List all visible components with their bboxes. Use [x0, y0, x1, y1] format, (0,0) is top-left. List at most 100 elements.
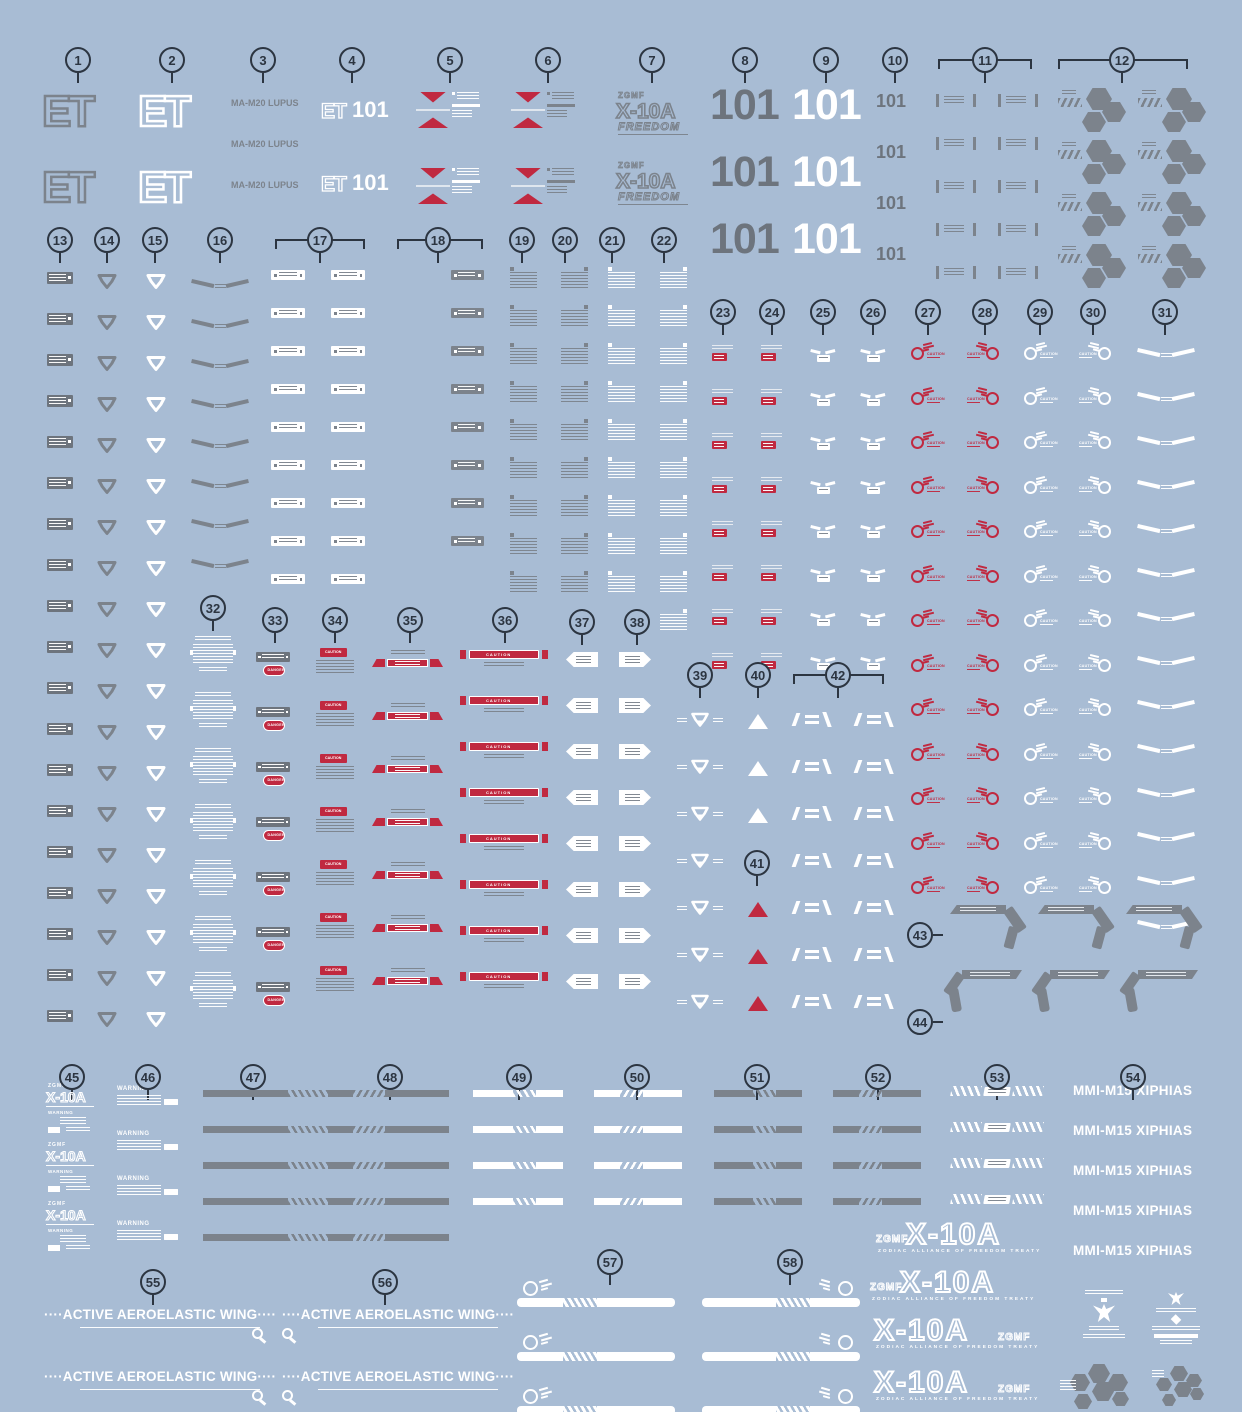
decal-stripe: [345, 1234, 449, 1241]
decal-numsmall: 101: [876, 194, 912, 214]
micro-text-lines: [660, 310, 687, 326]
micro-text-lines: [1161, 441, 1172, 447]
zaft-emblem-bottom: [418, 193, 448, 204]
wing-right: [874, 657, 886, 662]
slant-right: [884, 994, 894, 1009]
shape: [867, 950, 881, 953]
decal-mtext: MA-M20 LUPUS: [231, 140, 299, 152]
micro-text-lines: [944, 224, 964, 234]
micro-text-lines: [46, 1106, 94, 1109]
group-1-number-marker: 1: [65, 47, 91, 73]
caution-ring: [1098, 480, 1111, 494]
micro-text-lines: [927, 891, 940, 894]
marker-stem: [351, 73, 353, 83]
decal-cred: [760, 477, 783, 494]
caution-ring: [986, 881, 999, 894]
stripe-segment: [512, 1090, 536, 1097]
shape: [285, 655, 288, 658]
decal-mmi: MMI-M15 XIPHIAS: [1073, 1204, 1203, 1220]
marker-stem: [154, 253, 156, 263]
shape: [478, 425, 481, 429]
decal-circcaut: CAUTION: [1079, 475, 1111, 494]
micro-text-lines: [561, 538, 588, 554]
wing-left: [1137, 700, 1161, 709]
group-43-number-marker: 43: [907, 922, 933, 948]
decal-aaw: ····ACTIVE AEROELASTIC WING····: [282, 1308, 532, 1344]
shape: [805, 903, 819, 906]
shape: [258, 985, 261, 988]
slant-right: [822, 712, 832, 727]
shape: [460, 788, 466, 797]
wing-left: [810, 613, 821, 618]
decal-plate17: [331, 270, 365, 280]
decal-pennant: [566, 974, 598, 989]
decal-cred: [711, 345, 734, 362]
decal-plate17: [271, 346, 305, 356]
zaft-emblem-top: [515, 168, 541, 179]
wing-right: [1171, 700, 1195, 709]
shape: [68, 973, 71, 976]
marker-stem: [262, 73, 264, 83]
marker-stem: [71, 1090, 73, 1100]
decal-text: CAUTION: [486, 789, 512, 795]
decal-stripe: [714, 1198, 802, 1205]
shape: [542, 834, 548, 843]
decal-plate18: [451, 308, 484, 318]
micro-text-lines: [199, 667, 227, 672]
micro-text-lines: [1006, 95, 1026, 105]
decal-circcaut: CAUTION: [1024, 697, 1058, 716]
decal-cred: [760, 389, 783, 406]
decal-mtext: MA-M20 LUPUS: [231, 99, 299, 111]
danger-pill: [263, 885, 285, 896]
marker-stem: [927, 325, 929, 335]
decal-mmi: MMI-M15 XIPHIAS: [1073, 1124, 1203, 1140]
micro-text-lines: [1060, 1380, 1076, 1390]
decal-et: ET: [137, 88, 208, 140]
micro-text-lines: [1040, 713, 1053, 716]
shape: [334, 578, 337, 581]
decal-redstack: CAUTION: [315, 648, 355, 676]
decal-text: CAUTION: [1040, 663, 1058, 668]
micro-text-lines: [1079, 668, 1092, 671]
wing-right: [1171, 788, 1195, 797]
bracket-tick: [1058, 59, 1060, 69]
decal-circcaut: CAUTION: [911, 653, 945, 672]
decal-hexcluster: [1058, 244, 1126, 292]
marker-stem: [609, 1275, 611, 1285]
magnifier-handle: [259, 1337, 267, 1344]
stripe-segment: [353, 1126, 385, 1133]
decal-redstack: CAUTION: [315, 807, 355, 835]
micro-text-lines: [49, 930, 66, 938]
decal-stripe: [833, 1162, 921, 1169]
shape: [805, 715, 819, 718]
shape: [68, 399, 71, 402]
hatch-stripes: [1138, 98, 1162, 107]
decal-shield: [96, 724, 118, 742]
shape: [478, 311, 481, 315]
shield-glyph: [690, 994, 710, 1011]
micro-text-lines: [49, 807, 66, 815]
shape: [542, 650, 548, 659]
decal-longdecal: [517, 1386, 675, 1412]
decal-cstrip: [998, 94, 1038, 107]
hexagon: [1086, 88, 1112, 110]
decal-plate13: [47, 559, 73, 571]
decal-plate13: [47, 395, 73, 407]
decal-text: CAUTION: [486, 835, 512, 841]
decal-tblock: [510, 571, 537, 592]
decal-trishield: [677, 711, 723, 731]
slant-right: [822, 947, 832, 962]
group-36-number-marker: 36: [492, 607, 518, 633]
micro-text-lines: [1040, 802, 1053, 805]
decal-bmark: [791, 947, 832, 962]
decal-stripe: [473, 1090, 563, 1097]
micro-text-lines: [1006, 181, 1026, 191]
micro-text-lines: [608, 500, 635, 516]
stripe-segment: [203, 1090, 289, 1097]
decal-plate13: [47, 887, 73, 899]
micro-text-lines: [987, 1197, 1007, 1201]
shape: [805, 768, 819, 771]
wing-left: [810, 481, 821, 486]
decal-circcaut: CAUTION: [967, 564, 999, 583]
decal-circcaut: CAUTION: [911, 608, 945, 627]
